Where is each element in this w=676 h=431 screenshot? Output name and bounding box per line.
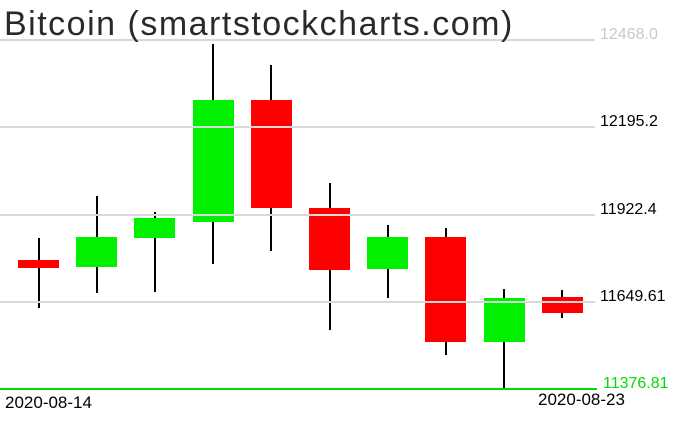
gridline: [0, 300, 595, 303]
gridline: [0, 126, 595, 129]
candle-body-2020-08-17: [192, 100, 234, 222]
candle-body-2020-08-19: [309, 207, 350, 270]
candle-body-2020-08-18: [250, 100, 292, 208]
candle-body-2020-08-23: [541, 297, 583, 314]
last-price-line: [0, 388, 597, 390]
last-price-label: 11376.81: [603, 375, 669, 392]
y-axis-label: 12195.2: [600, 113, 658, 131]
candle-body-2020-08-21: [425, 237, 467, 342]
x-axis-label-end: 2020-08-23: [538, 390, 625, 409]
candle-body-2020-08-22: [483, 298, 525, 342]
gridline: [0, 213, 595, 216]
y-axis-label: 11649.61: [600, 287, 666, 305]
gridline: [0, 39, 595, 41]
chart-title: Bitcoin (smartstockcharts.com): [4, 5, 514, 43]
candle-body-2020-08-20: [367, 237, 409, 269]
candle-wick-2020-08-14: [37, 237, 40, 308]
candle-body-2020-08-16: [134, 218, 176, 238]
candle-wick-2020-08-16: [153, 212, 156, 293]
x-axis-label-start: 2020-08-14: [5, 393, 92, 412]
y-axis-label: 11922.4: [600, 200, 657, 218]
candle-body-2020-08-14: [18, 260, 59, 269]
y-axis-label: 12468.0: [600, 26, 658, 43]
candle-body-2020-08-15: [76, 237, 118, 268]
